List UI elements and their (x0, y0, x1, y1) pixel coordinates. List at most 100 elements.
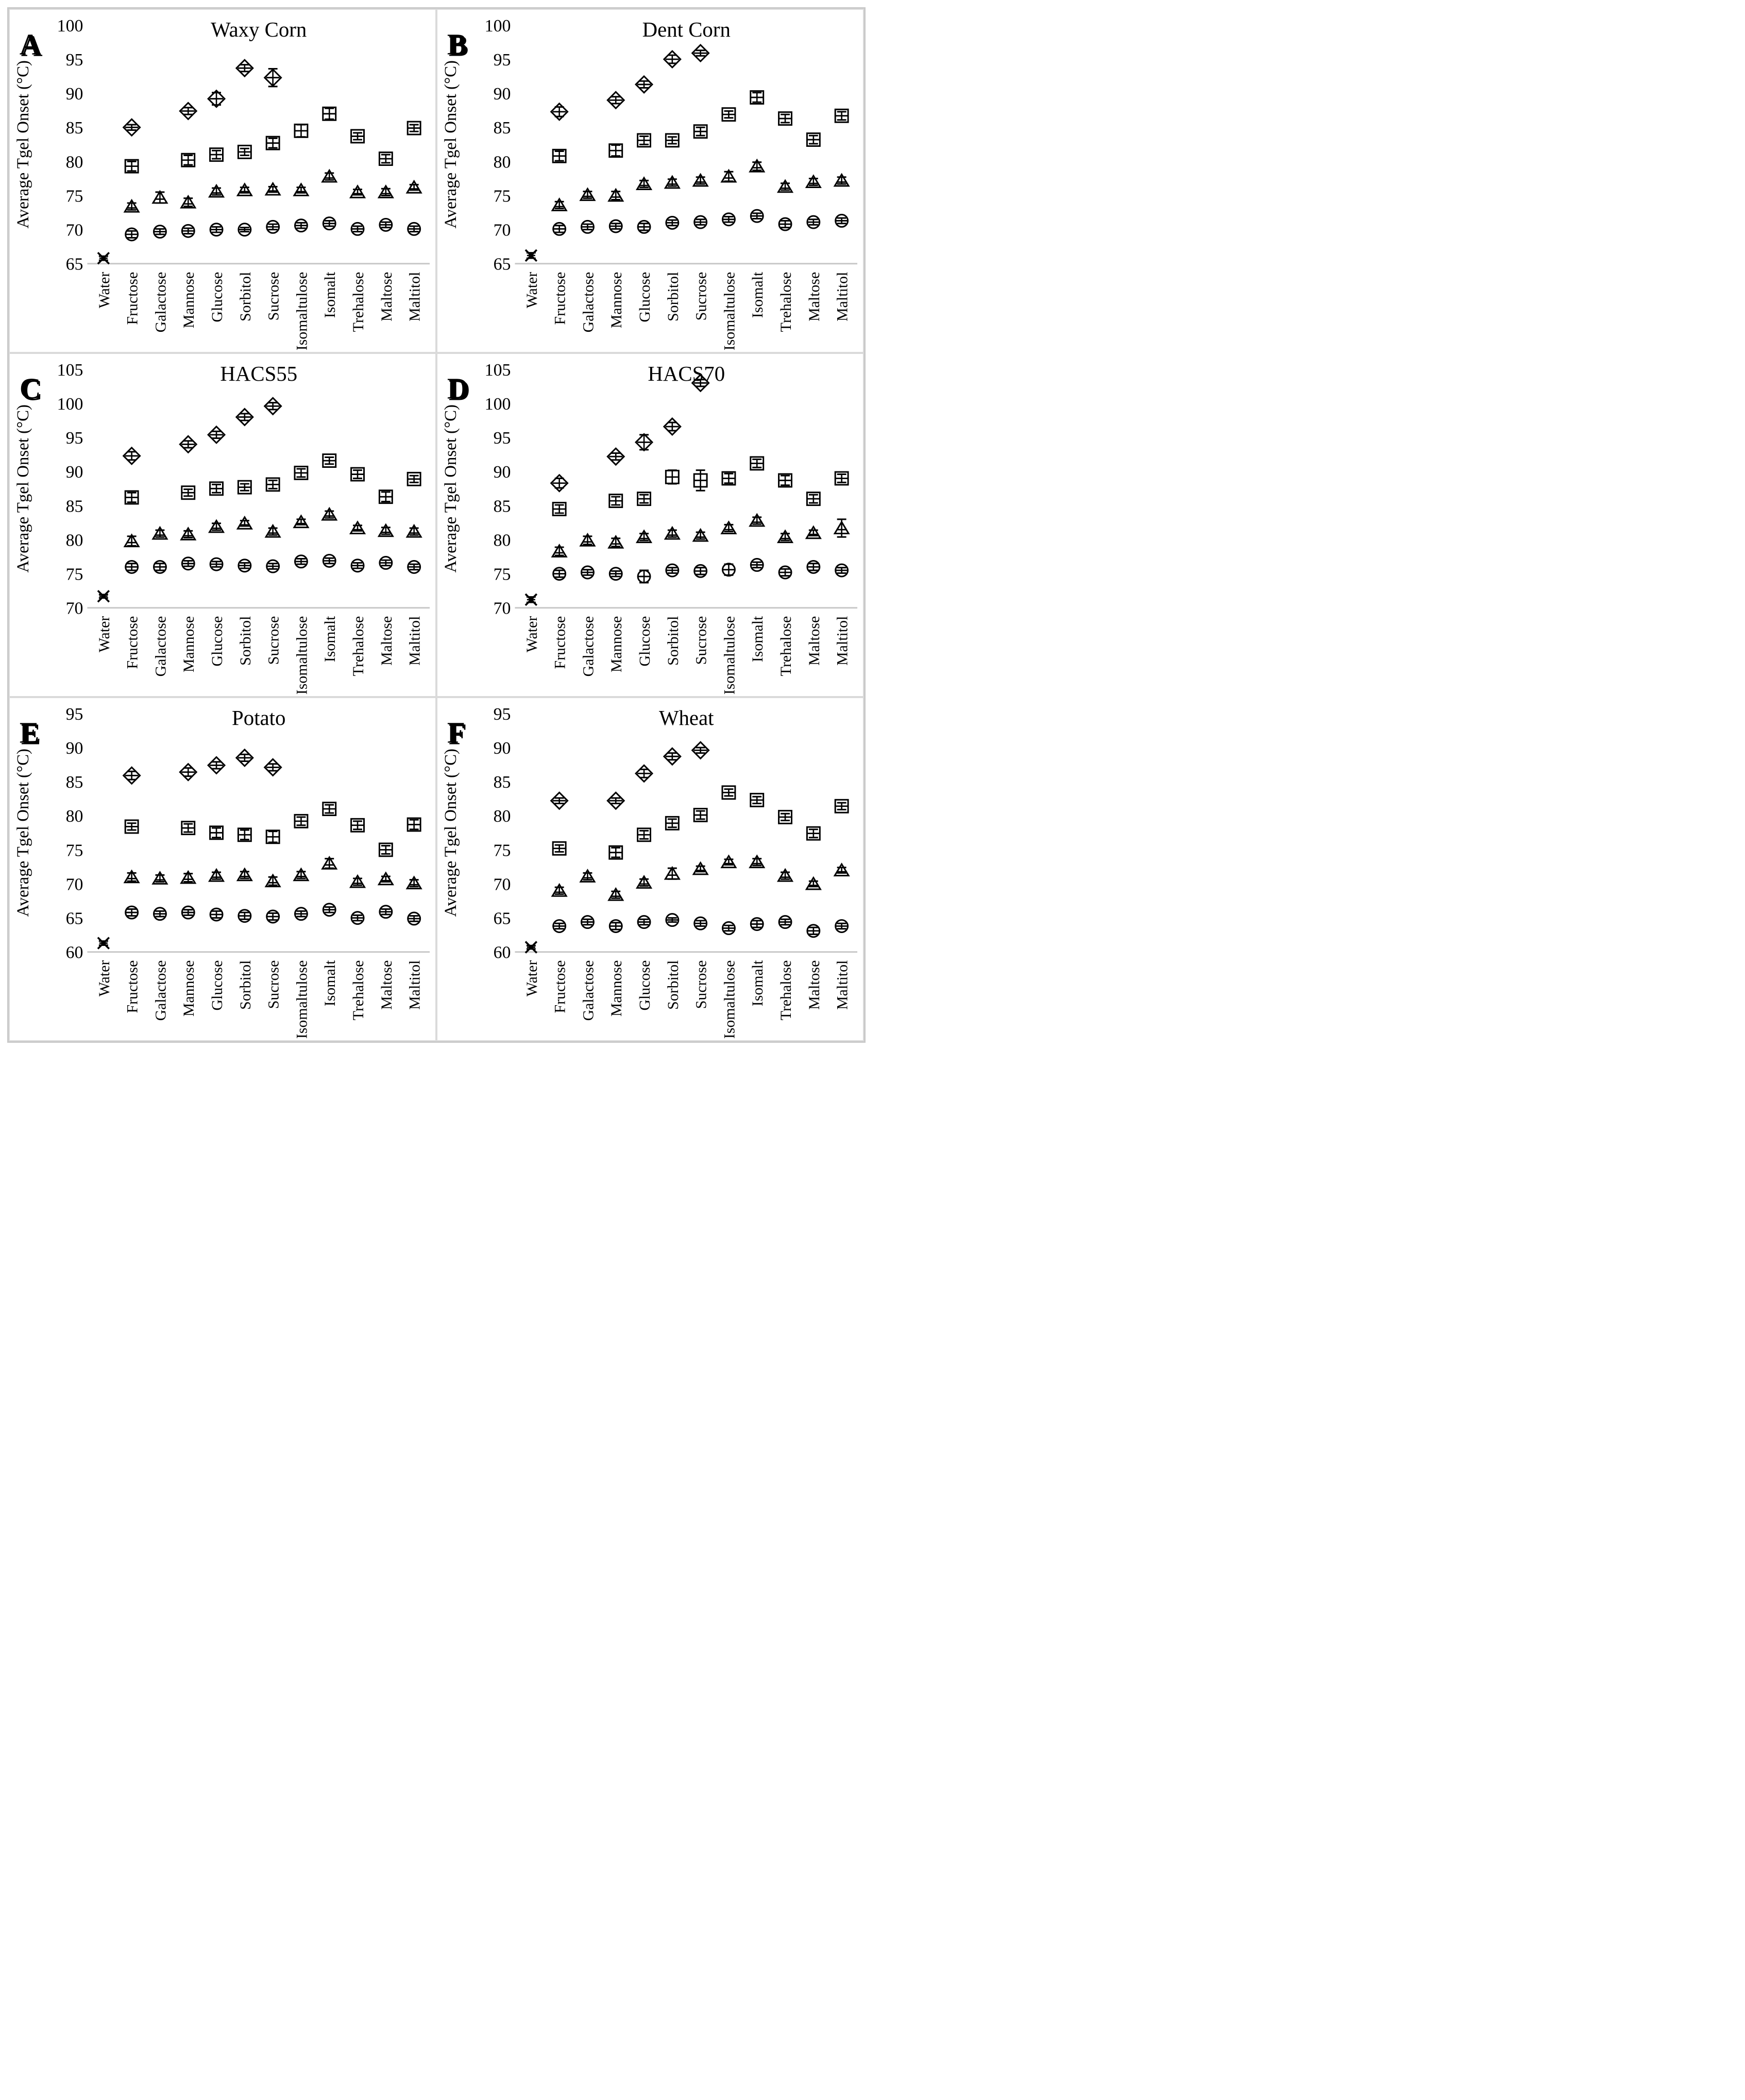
square-marker (750, 792, 765, 807)
x-category-label: Maltose (378, 272, 395, 321)
x-category-label: Glucose (209, 960, 226, 1011)
diamond-marker (634, 764, 654, 783)
square-marker (637, 133, 651, 148)
square-marker (265, 829, 280, 844)
x-category-label: Fructose (552, 616, 569, 669)
circle-marker (806, 215, 821, 229)
y-tick-label: 95 (66, 705, 83, 724)
circle-marker (379, 217, 393, 232)
y-tick-label: 90 (66, 739, 83, 758)
y-tick-label: 95 (494, 705, 511, 724)
circle-marker (608, 919, 623, 933)
x-category-label: Maltose (378, 960, 395, 1010)
y-tick-label: 70 (66, 599, 83, 618)
square-marker (665, 133, 680, 148)
y-tick-label: 75 (66, 841, 83, 860)
circle-marker (181, 556, 195, 571)
circle-marker (665, 563, 680, 578)
x-category-label: Maltose (806, 272, 823, 321)
panel-letter-shadow: E (21, 719, 41, 751)
x-category-label: Isomaltulose (721, 272, 738, 351)
square-marker (209, 481, 224, 496)
circle-marker (750, 209, 764, 223)
circle-marker (835, 919, 849, 933)
panel-letter: A (20, 29, 41, 61)
square-marker (778, 809, 792, 824)
series-triangle (123, 168, 422, 213)
square-marker (378, 842, 393, 857)
y-axis-label: Average Tgel Onset (°C) (442, 404, 460, 573)
series-diamond (122, 59, 282, 137)
y-tick-label: 90 (494, 739, 511, 758)
circle-marker (580, 219, 595, 234)
triangle-marker (180, 194, 197, 209)
x-category-label: Glucose (209, 616, 226, 667)
triangle-marker (123, 533, 140, 548)
triangle-marker (264, 181, 281, 196)
circle-marker (266, 909, 280, 924)
triangle-marker (664, 526, 681, 540)
diamond-marker (263, 68, 282, 87)
triangle-marker (692, 173, 709, 187)
series-triangle (123, 506, 422, 548)
triangle-marker (236, 515, 253, 530)
x-category-label: Maltitol (834, 616, 851, 666)
circle-marker (693, 564, 708, 578)
circle-marker (153, 907, 167, 921)
triangle-marker (208, 519, 225, 533)
y-tick-label: 90 (494, 84, 511, 104)
square-marker (350, 467, 365, 482)
panel-F: F F Wheat Average Tgel Onset (°C) 60 65 70 75 80… (436, 697, 864, 1041)
panel-D: D D HACS70 Average Tgel Onset (°C) 70 75 80 85 9… (436, 353, 864, 697)
circle-marker (294, 907, 308, 921)
triangle-marker (720, 168, 737, 183)
square-marker (693, 124, 708, 139)
square-marker (406, 471, 421, 486)
x-category-label: Mannose (608, 272, 625, 328)
x-category-label: Trehalose (350, 272, 367, 332)
circle-marker (750, 558, 764, 572)
circle-marker (637, 219, 651, 234)
triangle-marker (551, 197, 568, 211)
circle-marker (181, 224, 195, 238)
circle-marker (238, 223, 252, 237)
series-diamond (122, 748, 282, 785)
triangle-marker (692, 528, 709, 542)
diamond-marker (663, 417, 682, 436)
triangle-marker (264, 873, 281, 888)
x-category-label: Maltitol (406, 272, 423, 321)
panel-title: Waxy Corn (211, 18, 307, 41)
x-category-label: Isomaltulose (721, 616, 738, 695)
triangle-marker (607, 188, 624, 202)
y-tick-label: 75 (66, 565, 83, 584)
square-marker (237, 827, 252, 842)
x-category-label: Trehalose (777, 272, 794, 332)
y-tick-label: 80 (66, 531, 83, 550)
y-tick-label: 80 (494, 153, 511, 172)
square-marker (181, 821, 196, 835)
square-marker (693, 473, 708, 488)
circle-marker (552, 222, 567, 236)
circle-marker (294, 218, 308, 233)
triangle-marker (236, 867, 253, 882)
x-category-label: Maltitol (834, 272, 851, 321)
diamond-marker (235, 59, 254, 78)
triangle-marker (833, 862, 850, 877)
y-tick-label: 70 (494, 221, 511, 240)
x-category-label: Maltose (378, 616, 395, 666)
triangle-marker (607, 887, 624, 901)
square-marker (552, 502, 567, 516)
triangle-marker (551, 544, 568, 557)
series-water (524, 249, 538, 262)
circle-marker (552, 919, 567, 933)
triangle-marker (180, 870, 197, 884)
circle-marker (125, 905, 139, 920)
y-axis-label: Average Tgel Onset (°C) (442, 749, 460, 917)
x-category-label: Galactose (152, 616, 169, 677)
circle-marker (153, 225, 167, 239)
y-tick-label: 105 (57, 361, 83, 380)
circle-marker (238, 558, 252, 573)
